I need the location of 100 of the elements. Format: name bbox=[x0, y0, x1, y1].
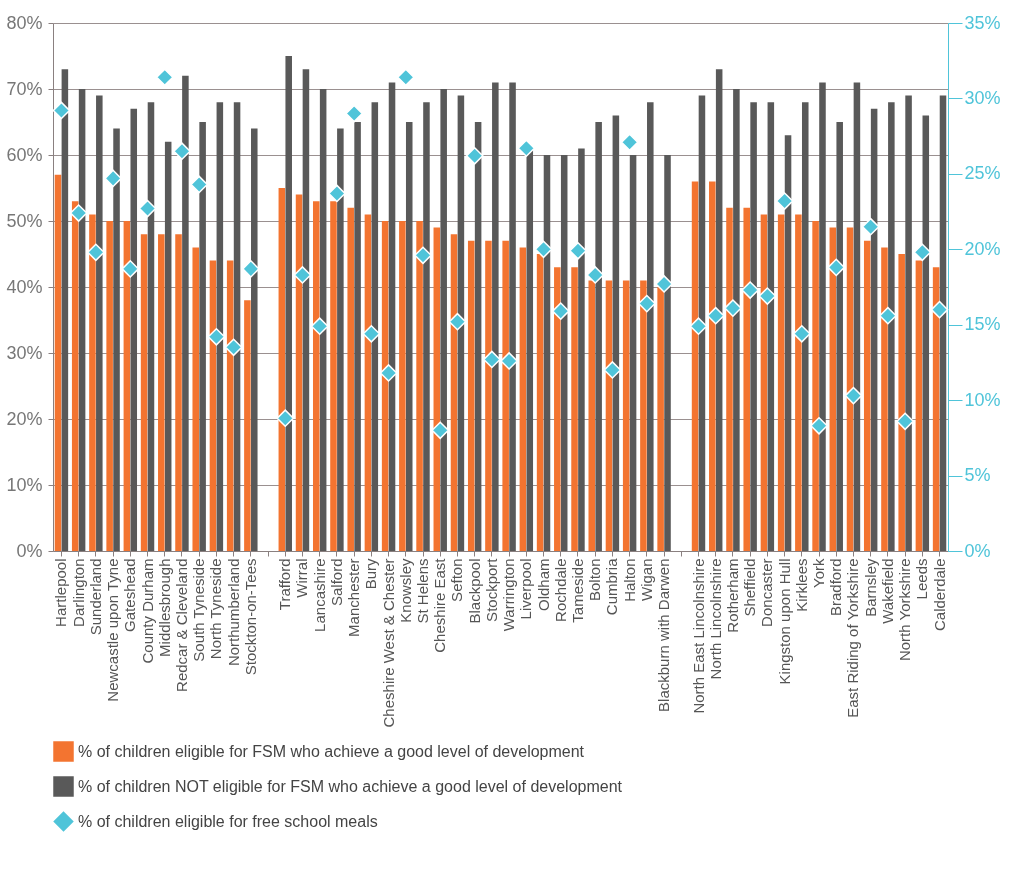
x-tick-label: North East Lincolnshire bbox=[689, 558, 707, 714]
bar bbox=[905, 95, 912, 551]
x-tick-label: Sefton bbox=[448, 558, 466, 602]
point bbox=[483, 350, 501, 369]
bar bbox=[440, 89, 447, 551]
point bbox=[52, 101, 71, 120]
point bbox=[87, 243, 105, 262]
point bbox=[207, 327, 226, 346]
x-tick-label: Barnsley bbox=[861, 558, 879, 617]
bar bbox=[347, 207, 354, 551]
bar bbox=[629, 155, 637, 551]
y2-tick-label: 5% bbox=[964, 465, 991, 486]
x-tick-label: Kingston upon Hull bbox=[775, 558, 793, 685]
point bbox=[861, 217, 880, 236]
x-tick-label: Trafford bbox=[276, 558, 294, 611]
bar bbox=[777, 214, 785, 551]
bar bbox=[492, 82, 499, 551]
x-tick-label: South Tyneside bbox=[190, 558, 208, 662]
bar bbox=[571, 267, 578, 551]
x-tick-label: Tameside bbox=[568, 558, 586, 623]
bar bbox=[881, 247, 888, 551]
x-tick-label: Rotherham bbox=[723, 558, 741, 633]
bar bbox=[182, 75, 189, 551]
bar bbox=[113, 128, 120, 551]
x-tick-label: Kirklees bbox=[792, 558, 810, 612]
bar bbox=[130, 108, 138, 551]
point bbox=[551, 302, 570, 320]
bar bbox=[554, 267, 561, 551]
point bbox=[104, 169, 122, 188]
bar bbox=[371, 102, 379, 551]
point bbox=[500, 352, 518, 370]
bar bbox=[354, 122, 361, 551]
x-tick-label: Wigan bbox=[637, 558, 655, 602]
x-tick-label: Gateshead bbox=[121, 558, 139, 632]
x-tick-label: Manchester bbox=[345, 558, 363, 637]
y-tick-label: 0% bbox=[16, 540, 43, 561]
point bbox=[879, 306, 897, 325]
bar bbox=[140, 234, 148, 551]
x-tick-label: Newcastle upon Tyne bbox=[104, 558, 122, 702]
bar bbox=[106, 221, 113, 551]
point bbox=[896, 412, 914, 431]
point bbox=[793, 324, 811, 343]
y2-tick-label: 20% bbox=[964, 238, 1001, 259]
point bbox=[293, 266, 312, 284]
point bbox=[741, 281, 759, 299]
point bbox=[638, 294, 656, 313]
x-tick-label: Cheshire West & Chester bbox=[379, 558, 397, 728]
bar bbox=[89, 214, 96, 551]
x-tick-label: Doncaster bbox=[758, 558, 776, 627]
x-tick-label: Cheshire East bbox=[431, 557, 449, 653]
bar bbox=[812, 221, 819, 551]
x-tick-label: Wakefield bbox=[878, 558, 896, 624]
bar bbox=[595, 122, 602, 551]
point bbox=[620, 133, 639, 151]
bar bbox=[485, 240, 492, 551]
x-tick-label: Lancashire bbox=[310, 558, 328, 632]
point bbox=[689, 317, 708, 336]
x-tick-label: County Durham bbox=[138, 558, 156, 664]
x-tick-label: Northumberland bbox=[224, 558, 242, 667]
legend-label: % of children eligible for free school meals bbox=[78, 812, 378, 830]
bar bbox=[285, 56, 292, 551]
bar bbox=[588, 280, 596, 551]
point bbox=[706, 306, 725, 325]
bar bbox=[158, 234, 165, 551]
point bbox=[431, 421, 450, 440]
x-tick-label: Warrington bbox=[500, 558, 518, 632]
bar bbox=[733, 89, 740, 551]
point bbox=[396, 68, 415, 87]
bar bbox=[244, 300, 251, 551]
bar bbox=[96, 95, 103, 551]
point bbox=[379, 364, 398, 382]
x-tick-label: Wirral bbox=[293, 558, 311, 598]
point bbox=[69, 204, 88, 222]
bar bbox=[640, 280, 647, 551]
x-tick-label: North Lincolnshire bbox=[706, 558, 724, 680]
x-tick-label: Liverpool bbox=[517, 558, 535, 620]
y2-tick-label: 0% bbox=[964, 540, 991, 561]
bar bbox=[302, 69, 310, 551]
x-tick-label: Redcar & Cleveland bbox=[172, 558, 190, 692]
point bbox=[724, 299, 742, 317]
bar bbox=[519, 247, 527, 551]
bar bbox=[536, 254, 544, 551]
point bbox=[173, 142, 191, 161]
bar bbox=[405, 122, 413, 551]
point bbox=[775, 192, 794, 210]
x-tick-label: Hartlepool bbox=[52, 558, 70, 627]
point bbox=[465, 146, 484, 165]
point bbox=[276, 409, 295, 428]
bar bbox=[54, 174, 62, 551]
bar bbox=[743, 207, 750, 551]
x-tick-label: Cumbria bbox=[603, 557, 621, 616]
point bbox=[534, 240, 553, 259]
point bbox=[328, 184, 346, 203]
bar bbox=[526, 148, 534, 551]
y-tick-label: 30% bbox=[6, 342, 43, 363]
point bbox=[913, 243, 932, 262]
x-tick-label: Bolton bbox=[586, 558, 604, 602]
x-tick-label: Knowsley bbox=[396, 558, 414, 623]
x-tick-label: Sheffield bbox=[741, 558, 759, 617]
bar bbox=[622, 280, 630, 551]
